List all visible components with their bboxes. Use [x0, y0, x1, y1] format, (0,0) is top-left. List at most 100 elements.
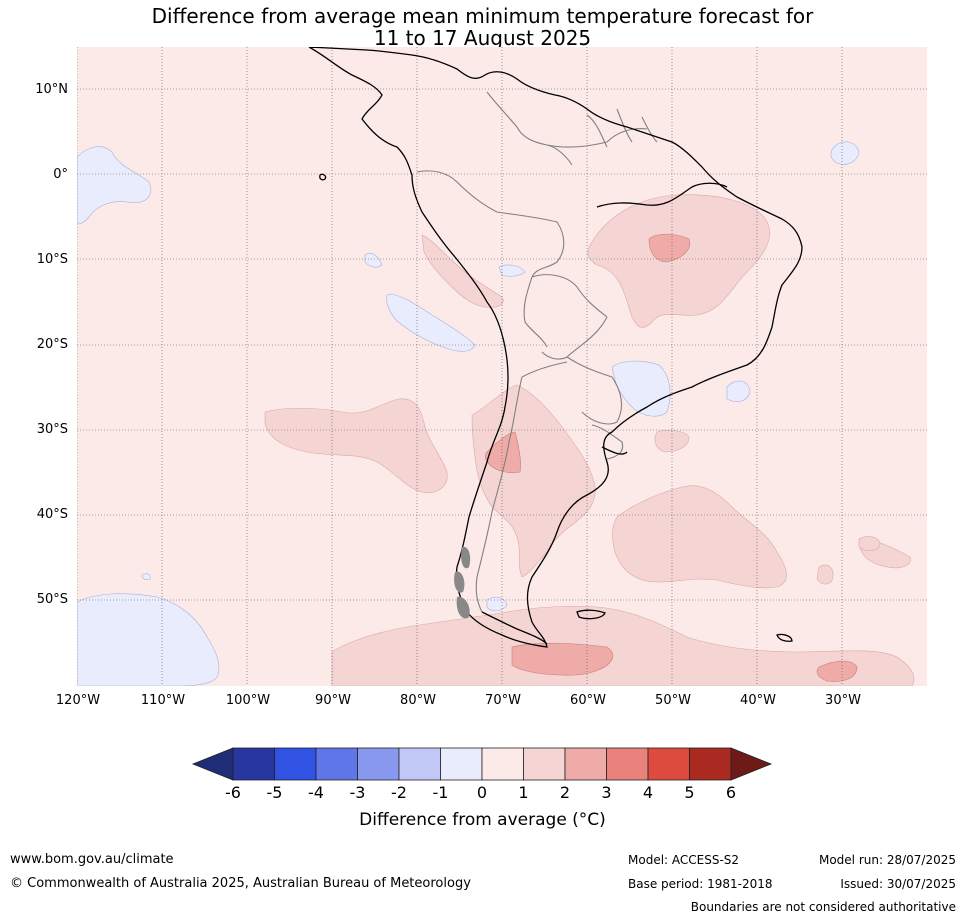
- anomaly-brazil-hotspot: [648, 233, 691, 263]
- colorbar-tick-label: -1: [432, 783, 449, 802]
- colorbar-tick-label: 4: [642, 783, 654, 802]
- coastline-tierra-del-fuego: [481, 611, 548, 645]
- colorbar-segment: [232, 747, 275, 781]
- anomaly-equatorial-pacific-cool: [77, 146, 151, 225]
- colorbar-segment: [398, 747, 441, 781]
- colorbar-tick-label: 2: [559, 783, 571, 802]
- footer-model: Model: ACCESS-S2: [628, 853, 740, 867]
- anomaly-southeast-pacific-region: [264, 398, 448, 493]
- colorbar: [191, 747, 773, 781]
- anomaly-argentina-region: [471, 384, 596, 578]
- colorbar-tick-label: 1: [518, 783, 529, 802]
- footer-disclaimer: Boundaries are not considered authoritat…: [690, 900, 956, 914]
- colorbar-tick-label: 5: [684, 783, 695, 802]
- map-title-line1: Difference from average mean minimum tem…: [151, 4, 814, 28]
- colorbar-segment: [315, 747, 358, 781]
- lon-label-100w: 100°W: [225, 693, 271, 708]
- border-peru-bolivia: [523, 276, 548, 348]
- colorbar-tick-label: -6: [225, 783, 241, 802]
- coastline-amazon-estuary: [596, 182, 728, 208]
- lon-label-80w: 80°W: [400, 693, 436, 708]
- coastline-south-georgia: [776, 633, 793, 642]
- anomaly-map: [77, 47, 927, 686]
- colorbar-extend-low: [191, 747, 234, 781]
- anomaly-drake-cool: [486, 596, 508, 612]
- colorbar-tick-label: 3: [601, 783, 612, 802]
- colorbar-segment: [606, 747, 649, 781]
- colorbar-segment: [274, 747, 317, 781]
- map-title-line2: 11 to 17 August 2025: [373, 26, 592, 50]
- lon-label-90w: 90°W: [315, 693, 351, 708]
- footer-model-run: Model run: 28/07/2025: [818, 853, 956, 867]
- lat-label-0: 0°: [53, 167, 68, 182]
- footer-website: www.bom.gov.au/climate: [10, 852, 174, 867]
- border-peru-brazil: [496, 211, 565, 278]
- colorbar-tick-label: 6: [725, 783, 737, 802]
- coastline-falklands: [576, 609, 606, 620]
- colorbar-segment: [481, 747, 524, 781]
- colorbar-tick-label: -4: [308, 783, 324, 802]
- colorbar-segments: [232, 747, 732, 781]
- border-guianas: [586, 108, 658, 148]
- border-colombia-ecuador-peru: [416, 170, 498, 213]
- lon-label-120w: 120°W: [55, 693, 101, 708]
- anomaly-brazil-coast-cool: [726, 380, 751, 402]
- anomaly-atlantic-islet-2: [816, 564, 834, 585]
- coastline-galapagos: [319, 173, 327, 181]
- colorbar-label: Difference from average (°C): [359, 810, 606, 830]
- lon-label-70w: 70°W: [485, 693, 521, 708]
- lat-label-10s: 10°S: [36, 252, 68, 267]
- anomaly-equatorial-atlantic-cool: [830, 141, 860, 165]
- anomaly-peru-coast-region: [421, 234, 504, 308]
- anomaly-pacific-cool-1: [386, 294, 476, 352]
- lat-label-30s: 30°S: [36, 422, 68, 437]
- colorbar-tick-label: -3: [349, 783, 366, 802]
- border-uruguay: [591, 424, 624, 460]
- chilean-archipelago: [454, 546, 471, 619]
- colorbar-tick-label: 0: [476, 783, 488, 802]
- anomaly-south-pacific-cool-small: [141, 573, 151, 581]
- anomaly-southern-ocean-hotspot-2: [816, 660, 858, 682]
- colorbar-segment: [564, 747, 607, 781]
- colorbar-segment: [357, 747, 400, 781]
- anomaly-2-3-regions: [485, 233, 858, 682]
- anomaly-1-2-regions: [264, 194, 915, 686]
- lat-label-40s: 40°S: [36, 507, 68, 522]
- lat-label-10n: 10°N: [35, 82, 68, 97]
- footer-base-period: Base period: 1981-2018: [628, 877, 773, 891]
- border-argentina-chile: [475, 376, 523, 613]
- colorbar-segment: [523, 747, 566, 781]
- lat-label-50s: 50°S: [36, 592, 68, 607]
- anomaly-south-pacific-cool: [77, 593, 220, 686]
- anomaly-brazil-region: [587, 194, 770, 328]
- lon-label-50w: 50°W: [655, 693, 691, 708]
- border-bolivia-brazil: [531, 274, 608, 318]
- coastline-south-america: [308, 47, 803, 648]
- border-paraguay-brazil-argentina: [566, 356, 623, 425]
- coastline: [308, 47, 803, 648]
- lon-label-40w: 40°W: [740, 693, 776, 708]
- colorbar-segment: [647, 747, 690, 781]
- lon-label-60w: 60°W: [570, 693, 606, 708]
- anomaly-uruguay-islet: [654, 430, 690, 453]
- lon-label-110w: 110°W: [140, 693, 186, 708]
- colorbar-segment: [440, 747, 483, 781]
- border-argentina-bolivia: [521, 361, 568, 378]
- lat-label-20s: 20°S: [36, 337, 68, 352]
- anomaly-atlantic-islet-3: [858, 536, 881, 551]
- anomaly-south-atlantic-region: [612, 485, 787, 589]
- footer-copyright: © Commonwealth of Australia 2025, Austra…: [10, 876, 471, 891]
- footer-issued: Issued: 30/07/2025: [840, 877, 956, 891]
- colorbar-segment: [689, 747, 732, 781]
- anomaly-bolivia-cool: [498, 264, 526, 277]
- anomaly-southern-ocean-region: [331, 605, 915, 686]
- colorbar-tick-label: -2: [391, 783, 407, 802]
- colorbar-tick-label: -5: [266, 783, 283, 802]
- lon-label-30w: 30°W: [825, 693, 861, 708]
- anomaly-southern-ocean-hotspot-1: [511, 642, 614, 676]
- colorbar-extend-high: [730, 747, 773, 781]
- coastline-uruguay-estuary: [601, 446, 628, 455]
- border-colombia-venezuela: [486, 91, 573, 166]
- gridlines: [77, 47, 927, 686]
- anomaly-pacific-cool-2: [364, 253, 383, 268]
